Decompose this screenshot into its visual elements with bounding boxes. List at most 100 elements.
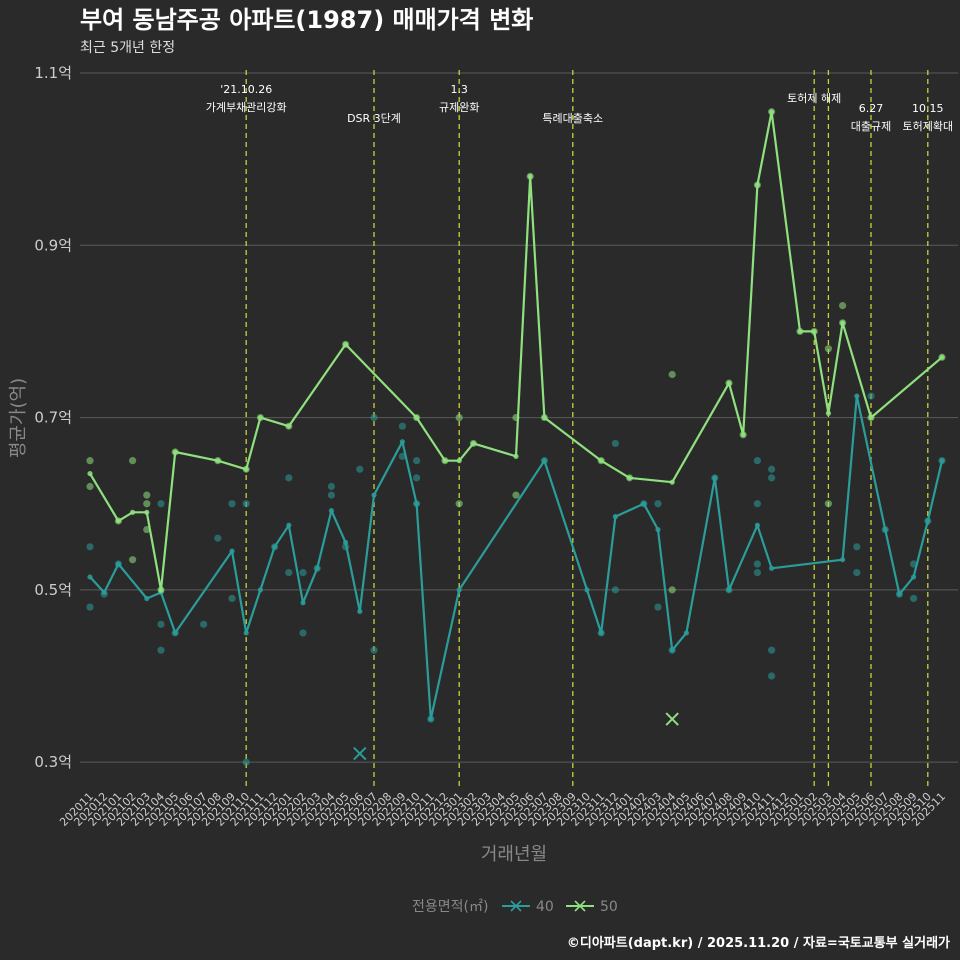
data-point-50 — [455, 500, 463, 508]
line-vertex-40 — [683, 630, 690, 636]
line-vertex-40 — [428, 716, 434, 722]
line-vertex-50 — [811, 328, 817, 335]
line-vertex-50 — [158, 587, 164, 593]
line-vertex-50 — [456, 458, 462, 464]
data-point-50 — [824, 500, 833, 508]
line-vertex-40 — [584, 587, 590, 593]
line-vertex-50 — [470, 440, 476, 447]
data-point-40 — [356, 465, 364, 473]
x-axis-title: 거래년월 — [481, 844, 547, 865]
line-vertex-50 — [87, 470, 93, 477]
legend-title: 전용면적(㎡) — [412, 899, 488, 915]
event-label-date: 6.27 — [859, 102, 884, 115]
data-point-50 — [143, 491, 151, 499]
line-vertex-40 — [456, 587, 462, 593]
series-layer — [86, 108, 946, 766]
event-label-date: 토허제 해제 — [787, 91, 841, 105]
data-point-40 — [370, 646, 378, 654]
data-point-40 — [910, 594, 918, 603]
line-vertex-40 — [712, 475, 718, 481]
line-vertex-50 — [172, 449, 178, 455]
legend-cross-40 — [510, 900, 522, 912]
line-vertex-40 — [101, 589, 107, 596]
legend: 전용면적(㎡) 40 50 — [412, 899, 618, 915]
data-point-40 — [753, 457, 762, 465]
event-label-date: '21.10.26 — [220, 83, 272, 96]
data-point-40 — [285, 474, 293, 482]
line-vertex-50 — [130, 509, 136, 515]
data-point-40 — [654, 603, 662, 611]
line-vertex-50 — [442, 458, 448, 464]
line-vertex-50 — [513, 453, 519, 459]
line-vertex-40 — [257, 587, 263, 593]
data-point-40 — [413, 457, 421, 465]
line-vertex-40 — [399, 439, 405, 445]
line-vertex-40 — [414, 501, 420, 507]
data-point-50 — [824, 345, 833, 353]
line-vertex-40 — [229, 548, 235, 554]
data-point-40 — [768, 672, 776, 680]
chart-title: 부여 동남주공 아파트(1987) 매매가격 변화 — [80, 6, 533, 34]
legend-cross-50 — [574, 900, 586, 912]
line-vertex-40 — [655, 526, 661, 533]
data-point-40 — [228, 594, 236, 603]
line-vertex-40 — [115, 561, 121, 567]
x-axis-ticks: 2020112020122021012021022021032021042021… — [57, 790, 948, 829]
line-vertex-40 — [371, 492, 377, 498]
line-vertex-40 — [343, 539, 349, 546]
line-vertex-50 — [868, 414, 874, 421]
line-vertex-50 — [939, 354, 945, 360]
data-point-40 — [611, 586, 620, 594]
series-40 — [86, 392, 946, 766]
data-point-40 — [157, 500, 165, 508]
line-vertex-50 — [257, 414, 263, 421]
data-point-40 — [327, 482, 335, 491]
line-vertex-50 — [754, 182, 761, 188]
line-vertex-40 — [144, 595, 150, 602]
y-tick-label: 0.5억 — [34, 581, 72, 599]
data-point-40 — [753, 569, 762, 577]
line-vertex-40 — [896, 591, 903, 597]
chart-caption: ©디아파트(dapt.kr) / 2025.11.20 / 자료=국토교통부 실… — [567, 935, 950, 951]
data-point-40 — [853, 569, 861, 577]
data-point-40 — [86, 603, 94, 611]
line-vertex-40 — [598, 630, 604, 636]
line-vertex-50 — [797, 328, 803, 335]
line-vertex-50 — [726, 380, 732, 386]
data-point-40 — [157, 620, 165, 628]
data-point-40 — [214, 534, 222, 542]
event-label-text: 규제완화 — [439, 101, 479, 114]
data-point-40 — [200, 620, 208, 628]
event-label-date: 10.15 — [912, 102, 944, 115]
data-point-40 — [370, 413, 378, 422]
y-axis-ticks: 0.3억 0.5억 0.7억 0.9억 1.1억 — [34, 64, 72, 771]
line-vertex-50 — [343, 341, 349, 347]
line-vertex-40 — [641, 501, 647, 507]
line-vertex-50 — [243, 466, 249, 472]
data-point-40 — [768, 474, 776, 482]
data-point-40 — [413, 474, 421, 482]
data-point-50 — [455, 413, 463, 422]
y-tick-label: 0.3억 — [34, 753, 72, 771]
legend-label-50: 50 — [600, 899, 618, 915]
line-vertex-40 — [882, 526, 888, 533]
line-vertex-50 — [414, 414, 420, 421]
line-vertex-50 — [527, 173, 533, 179]
data-point-40 — [768, 465, 776, 473]
event-label-date: 1.3 — [450, 83, 468, 96]
line-vertex-40 — [840, 557, 846, 563]
line-vertex-40 — [357, 608, 363, 615]
line-vertex-40 — [272, 544, 278, 550]
line-vertex-50 — [286, 423, 292, 429]
event-label-text: 대출규제 — [851, 120, 891, 133]
data-point-40 — [853, 543, 861, 551]
y-tick-label: 0.7억 — [34, 409, 72, 427]
event-label-text: 가계부채관리강화 — [206, 101, 287, 114]
data-point-40 — [299, 569, 307, 577]
data-point-50 — [129, 457, 137, 465]
data-point-40 — [867, 392, 875, 400]
series-line-40 — [89, 394, 944, 721]
line-vertex-50 — [669, 479, 675, 485]
line-vertex-40 — [300, 600, 306, 606]
